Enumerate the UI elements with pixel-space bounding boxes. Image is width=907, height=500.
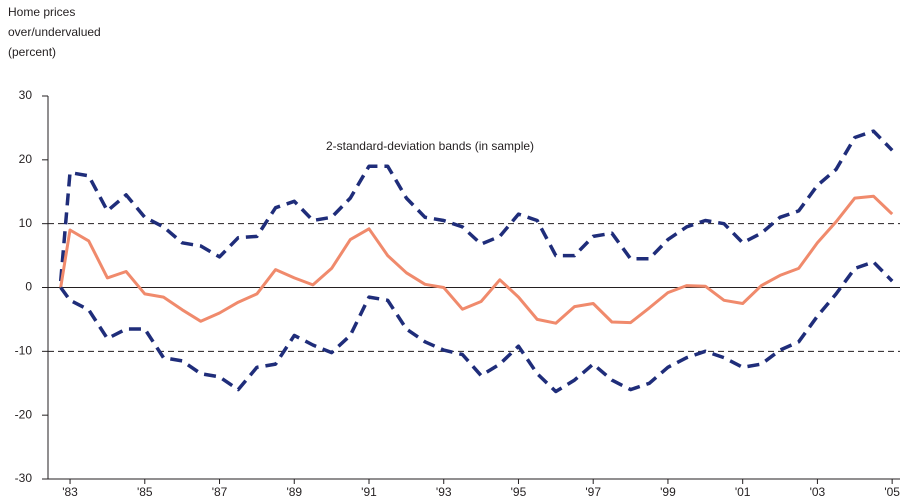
y-tick-label: 0: [25, 280, 32, 294]
y-axis-label: Home prices: [8, 5, 75, 19]
y-tick-label: -30: [15, 471, 33, 485]
x-tick-label: '89: [286, 485, 302, 499]
x-tick-label: '01: [735, 485, 751, 499]
x-tick-label: '05: [884, 485, 900, 499]
y-tick-label: -10: [15, 344, 33, 358]
x-tick-label: '99: [660, 485, 676, 499]
x-tick-label: '97: [585, 485, 601, 499]
annotation: 2-standard-deviation bands (in sample): [326, 139, 534, 153]
central-line: [59, 194, 894, 325]
y-tick-label: 20: [19, 152, 33, 166]
x-tick-label: '91: [361, 485, 377, 499]
x-tick-label: '95: [511, 485, 527, 499]
y-tick-label: 10: [19, 216, 33, 230]
y-axis-label: (percent): [8, 45, 56, 59]
band-line: [59, 260, 894, 394]
band-line: [58, 129, 894, 282]
x-tick-label: '83: [62, 485, 78, 499]
x-tick-label: '93: [436, 485, 452, 499]
y-axis-label: over/undervalued: [8, 25, 101, 39]
x-tick-label: '85: [137, 485, 153, 499]
y-tick-label: -20: [15, 407, 33, 421]
x-tick-label: '87: [212, 485, 228, 499]
x-tick-label: '03: [810, 485, 826, 499]
y-tick-label: 30: [19, 88, 33, 102]
